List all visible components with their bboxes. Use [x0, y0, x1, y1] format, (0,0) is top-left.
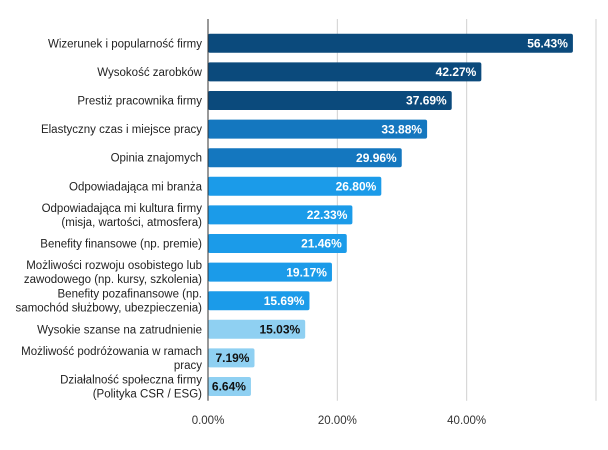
value-label: 15.03% [259, 323, 300, 337]
category-label: Benefity pozafinansowe (np. samochód służ… [16, 289, 203, 315]
x-tick-labels: 0.00% 20.00% 40.00% [192, 415, 486, 427]
value-label: 37.69% [406, 94, 447, 108]
bar [208, 319, 306, 339]
value-label: 19.17% [286, 265, 327, 279]
value-label: 21.46% [301, 237, 342, 251]
bar [208, 205, 353, 225]
category-label: Elastyczny czas i miejsce pracy [41, 124, 202, 136]
value-label: 29.96% [356, 151, 397, 165]
x-tick-label: 0.00% [192, 415, 225, 427]
x-tick-label: 20.00% [318, 415, 357, 427]
bar [208, 234, 347, 253]
bar [208, 119, 428, 139]
category-labels: Wizerunek i popularność firmy Wysokość za… [16, 38, 203, 400]
value-label: 15.69% [264, 294, 305, 308]
category-label: Wysokie szanse na zatrudnienie [37, 324, 202, 336]
category-label: Możliwość podróżowania w ramach pracy [21, 346, 202, 372]
bar [208, 348, 255, 368]
value-label: 33.88% [381, 122, 422, 136]
bar [208, 148, 402, 168]
category-label: Opinia znajomych [111, 153, 202, 165]
category-label: Prestiż pracownika firmy [77, 96, 202, 108]
value-labels: 56.43% 42.27% 37.69% 33.88% 29.96% 26.80% 22.3… [212, 37, 568, 394]
value-label: 7.19% [215, 351, 249, 365]
category-label: Odpowiadająca mi kultura firmy (misja, wa… [42, 203, 203, 229]
value-label: 22.33% [307, 208, 348, 222]
bar [208, 91, 452, 110]
category-label: Wizerunek i popularność firmy [48, 38, 202, 50]
value-label: 26.80% [336, 180, 377, 194]
bar [208, 291, 310, 311]
bar [208, 262, 332, 282]
bar [208, 33, 573, 53]
bar [208, 377, 251, 396]
value-label: 6.64% [212, 380, 246, 394]
x-tick-label: 40.00% [447, 415, 486, 427]
category-label: Możliwości rozwoju osobistego lub zawodow… [24, 260, 202, 286]
category-label: Benefity finansowe (np. premie) [40, 239, 202, 251]
category-label: Działalność społeczna firmy (Polityka CSR… [60, 375, 202, 401]
value-label: 56.43% [527, 37, 568, 51]
category-label: Wysokość zarobków [97, 67, 202, 79]
bar [208, 62, 482, 82]
value-label: 42.27% [436, 65, 477, 79]
bar [208, 176, 382, 196]
bars [208, 33, 573, 396]
category-label: Odpowiadająca mi branża [69, 181, 203, 193]
